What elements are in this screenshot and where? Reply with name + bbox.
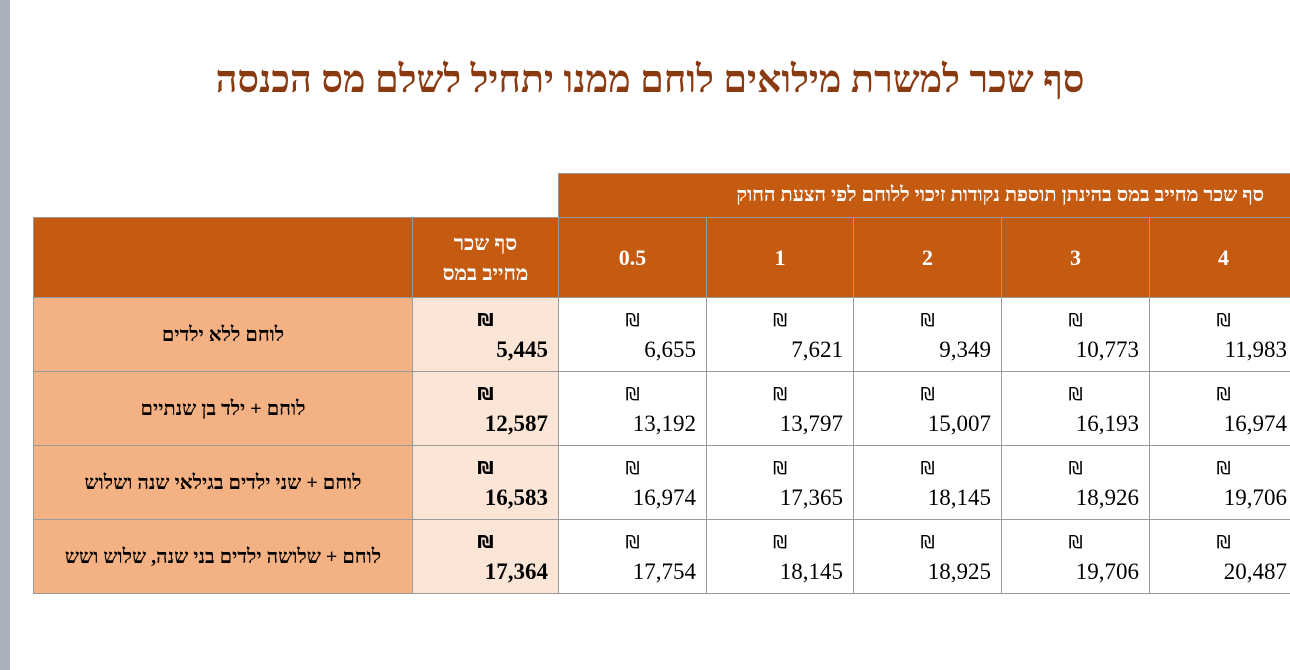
currency-symbol: ₪ — [772, 310, 788, 331]
data-cell: ₪ 15,007 — [853, 371, 1002, 446]
column-header: 2 — [853, 217, 1002, 298]
currency-symbol: ₪ — [1216, 458, 1231, 479]
currency-symbol: ₪ — [477, 532, 494, 553]
column-header: 4 — [1149, 217, 1290, 298]
currency-symbol: ₪ — [625, 310, 640, 331]
data-cell: ₪ 18,145 — [706, 519, 854, 594]
amount: 5,445 — [496, 337, 548, 362]
data-cell: ₪ 9,349 — [853, 297, 1002, 372]
data-cell: ₪ 20,487 — [1149, 519, 1290, 594]
currency-symbol: ₪ — [920, 532, 935, 553]
data-cell: ₪ 19,706 — [1149, 445, 1290, 520]
currency-symbol: ₪ — [625, 458, 640, 479]
title: סף שכר למשרת מילואים לוחם ממנו יתחיל לשל… — [215, 59, 1085, 101]
row-label: לוחם + ילד בן שנתיים — [33, 371, 413, 446]
currency-symbol: ₪ — [1216, 532, 1231, 553]
threshold-cell: ₪ 5,445 — [412, 297, 559, 372]
amount: 9,349 — [939, 337, 991, 362]
row-label: לוחם + שני ילדים בגילאי שנה ושלוש — [33, 445, 413, 520]
currency-symbol: ₪ — [772, 384, 788, 405]
data-cell: ₪ 6,655 — [558, 297, 707, 372]
data-cell: ₪ 16,974 — [1149, 371, 1290, 446]
threshold-cell: ₪ 17,364 — [412, 519, 559, 594]
amount: 16,583 — [484, 485, 548, 510]
column-header: 3 — [1001, 217, 1150, 298]
data-cell: ₪ 16,193 — [1001, 371, 1150, 446]
currency-symbol: ₪ — [1068, 458, 1083, 479]
header-cell — [33, 217, 413, 298]
amount: 11,983 — [1224, 337, 1287, 362]
currency-symbol: ₪ — [1068, 384, 1083, 405]
currency-symbol: ₪ — [1068, 532, 1083, 553]
currency-symbol: ₪ — [772, 458, 788, 479]
data-cell: ₪ 16,974 — [558, 445, 707, 520]
amount: 18,926 — [1075, 485, 1139, 510]
currency-symbol: ₪ — [477, 310, 494, 331]
sidebar — [0, 0, 10, 670]
currency-symbol: ₪ — [920, 458, 935, 479]
currency-symbol: ₪ — [920, 384, 935, 405]
data-cell: ₪ 11,983 — [1149, 297, 1290, 372]
currency-symbol: ₪ — [1068, 310, 1083, 331]
threshold-cell: ₪ 16,583 — [412, 445, 559, 520]
row-label: לוחם + שלושה ילדים בני שנה, שלוש ושש — [33, 519, 413, 594]
amount: 17,754 — [632, 559, 696, 584]
group-header: סף שכר מחייב במס בהינתן תוספת נקודות זיכ… — [558, 173, 1290, 218]
amount: 17,364 — [484, 559, 548, 584]
amount: 6,655 — [644, 337, 696, 362]
amount: 16,974 — [632, 485, 696, 510]
column-header: סף שכר מחייב במס — [412, 217, 559, 298]
column-header: 0.5 — [558, 217, 707, 298]
amount: 16,193 — [1075, 411, 1139, 436]
column-header: 1 — [706, 217, 854, 298]
data-cell: ₪ 13,797 — [706, 371, 854, 446]
data-cell: ₪ 7,621 — [706, 297, 854, 372]
currency-symbol: ₪ — [477, 458, 494, 479]
amount: 10,773 — [1075, 337, 1139, 362]
currency-symbol: ₪ — [772, 532, 788, 553]
data-cell: ₪ 18,145 — [853, 445, 1002, 520]
amount: 19,706 — [1223, 485, 1287, 510]
row-label: לוחם ללא ילדים — [33, 297, 413, 372]
currency-symbol: ₪ — [1216, 384, 1231, 405]
data-cell: ₪ 19,706 — [1001, 519, 1150, 594]
currency-symbol: ₪ — [477, 384, 494, 405]
data-cell: ₪ 10,773 — [1001, 297, 1150, 372]
amount: 19,706 — [1075, 559, 1139, 584]
data-cell: ₪ 17,754 — [558, 519, 707, 594]
data-cell: ₪ 17,365 — [706, 445, 854, 520]
currency-symbol: ₪ — [920, 310, 935, 331]
amount: 12,587 — [484, 411, 548, 436]
amount: 7,621 — [791, 337, 843, 362]
amount: 15,007 — [927, 411, 991, 436]
data-cell: ₪ 13,192 — [558, 371, 707, 446]
amount: 18,145 — [779, 559, 843, 584]
currency-symbol: ₪ — [625, 384, 640, 405]
amount: 13,797 — [779, 411, 843, 436]
amount: 17,365 — [779, 485, 843, 510]
data-cell: ₪ 18,926 — [1001, 445, 1150, 520]
data-cell: ₪ 18,925 — [853, 519, 1002, 594]
amount: 18,145 — [927, 485, 991, 510]
amount: 16,974 — [1223, 411, 1287, 436]
currency-symbol: ₪ — [625, 532, 640, 553]
amount: 20,487 — [1223, 559, 1287, 584]
amount: 13,192 — [632, 411, 696, 436]
amount: 18,925 — [927, 559, 991, 584]
threshold-cell: ₪ 12,587 — [412, 371, 559, 446]
currency-symbol: ₪ — [1216, 310, 1231, 331]
